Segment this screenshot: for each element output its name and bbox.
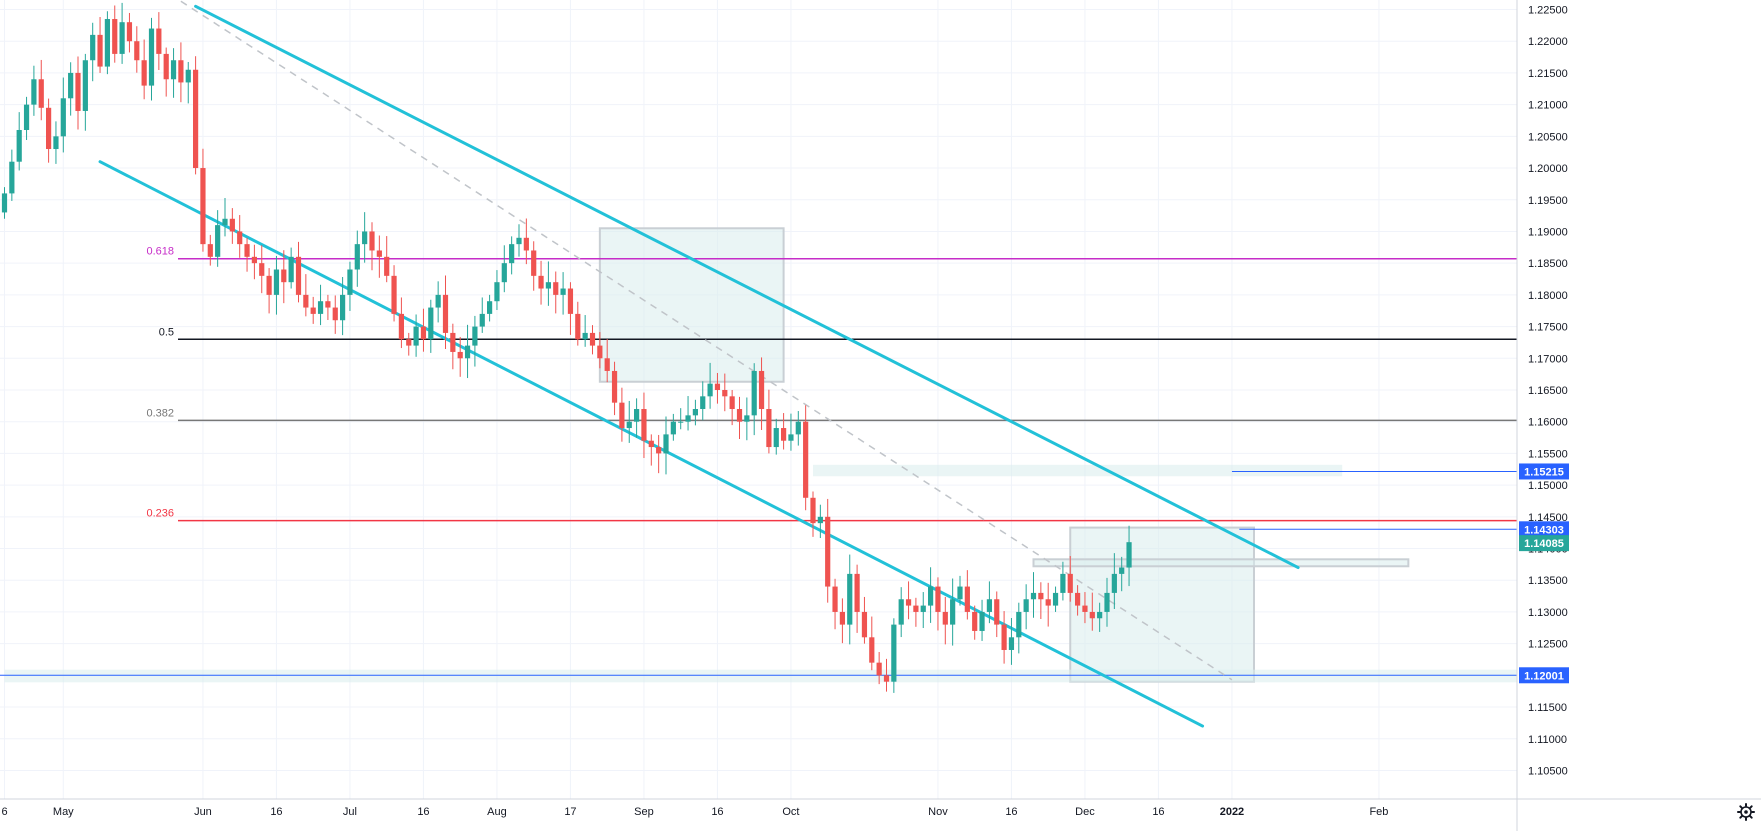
date-tick-14: 16 [1152, 806, 1164, 818]
price-tick-18: 1.13500 [1528, 575, 1568, 587]
price-tick-12: 1.16500 [1528, 385, 1568, 397]
price-label-1.12001: 1.12001 [1524, 670, 1564, 682]
price-tick-13: 1.16000 [1528, 417, 1568, 429]
candle-14 [105, 11, 110, 74]
date-tick-15: 2022 [1220, 806, 1244, 818]
date-tick-5: 16 [417, 806, 429, 818]
price-tick-10: 1.17500 [1528, 322, 1568, 334]
price-tick-1: 1.22000 [1528, 36, 1568, 48]
price-tick-19: 1.13000 [1528, 607, 1568, 619]
date-tick-9: 16 [711, 806, 723, 818]
price-tick-14: 1.15500 [1528, 448, 1568, 460]
price-label-1.14085: 1.14085 [1524, 538, 1564, 550]
fib-label-0.5: 0.5 [159, 326, 174, 338]
date-tick-4: Jul [343, 806, 357, 818]
price-tick-23: 1.11000 [1528, 734, 1567, 746]
price-tick-20: 1.12500 [1528, 639, 1568, 651]
price-label-1.14303: 1.14303 [1524, 524, 1564, 536]
price-label-1.15215: 1.15215 [1524, 466, 1564, 478]
date-tick-3: 16 [270, 806, 282, 818]
date-tick-8: Sep [634, 806, 654, 818]
price-tick-15: 1.15000 [1528, 480, 1568, 492]
fib-label-0.618: 0.618 [146, 246, 174, 258]
price-tick-3: 1.21000 [1528, 100, 1568, 112]
support-band-112 [5, 670, 1761, 683]
price-tick-11: 1.17000 [1528, 353, 1568, 365]
fib-label-0.382: 0.382 [146, 407, 174, 419]
date-tick-16: Feb [1369, 806, 1388, 818]
date-tick-2: Jun [194, 806, 212, 818]
settings-gear-icon[interactable] [1738, 804, 1754, 820]
date-tick-13: Dec [1075, 806, 1095, 818]
date-tick-7: 17 [564, 806, 576, 818]
fib-label-0.236: 0.236 [146, 508, 174, 520]
price-tick-7: 1.19000 [1528, 226, 1568, 238]
price-tick-4: 1.20500 [1528, 131, 1568, 143]
date-tick-11: Nov [928, 806, 948, 818]
date-tick-0: 6 [1, 806, 7, 818]
price-tick-8: 1.18500 [1528, 258, 1568, 270]
price-tick-6: 1.19500 [1528, 195, 1568, 207]
price-tick-0: 1.22500 [1528, 5, 1568, 17]
price-tick-22: 1.11500 [1528, 702, 1567, 714]
candle-26 [193, 56, 198, 174]
price-tick-24: 1.10500 [1528, 765, 1568, 777]
price-tick-9: 1.18000 [1528, 290, 1568, 302]
date-tick-6: Aug [487, 806, 507, 818]
price-tick-2: 1.21500 [1528, 68, 1568, 80]
sep-consolidation-box [600, 228, 784, 381]
resistance-band-1152 [813, 465, 1342, 476]
date-tick-1: May [53, 806, 74, 818]
breakout-band-1137 [1034, 559, 1409, 566]
price-tick-5: 1.20000 [1528, 163, 1568, 175]
date-tick-10: Oct [782, 806, 799, 818]
date-tick-12: 16 [1005, 806, 1017, 818]
dec-consolidation-box [1070, 528, 1254, 682]
